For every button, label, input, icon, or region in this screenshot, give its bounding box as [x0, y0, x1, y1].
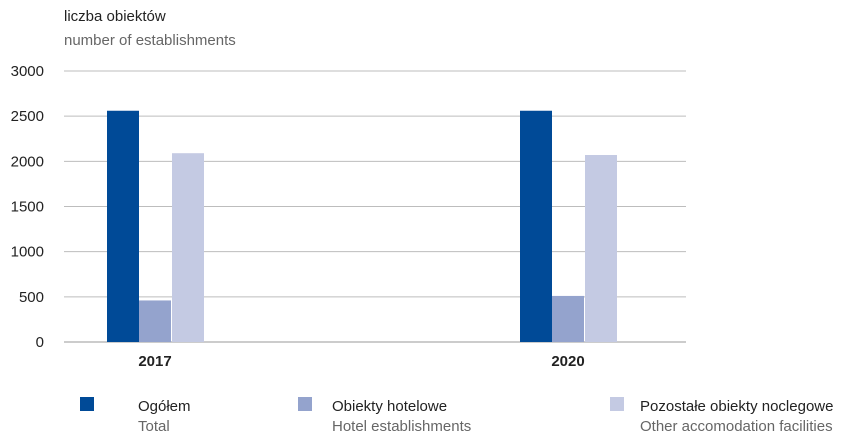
legend-swatch-other — [610, 397, 624, 411]
legend-label-total: Ogółem — [138, 398, 191, 415]
bar-2020-series-0 — [520, 110, 552, 342]
y-tick-label: 1000 — [11, 244, 44, 261]
legend-label-other: Pozostałe obiekty noclegowe — [640, 398, 834, 415]
x-tick-label-2017: 2017 — [138, 353, 171, 370]
bar-chart: 0 500 1000 1500 2000 2500 3000 2017 2020 — [11, 63, 686, 370]
y-tick-label: 2500 — [11, 108, 44, 125]
bar-2020-series-1 — [552, 295, 584, 342]
x-tick-label-2020: 2020 — [551, 353, 584, 370]
bar-2020-series-2 — [585, 155, 617, 342]
bar-2017-series-0 — [107, 110, 139, 342]
y-tick-label: 2000 — [11, 153, 44, 170]
y-tick-label: 1500 — [11, 199, 44, 216]
legend-label-other-english: Other accomodation facilities — [640, 418, 833, 435]
legend-label-hotel: Obiekty hotelowe — [332, 398, 448, 415]
y-axis-title-english: number of establishments — [64, 32, 236, 49]
bar-2017-series-2 — [172, 153, 204, 342]
y-tick-label: 3000 — [11, 63, 44, 80]
y-tick-label: 500 — [19, 289, 44, 306]
legend-label-total-english: Total — [138, 418, 170, 435]
x-axis-tick-labels: 2017 2020 — [138, 353, 584, 370]
bars — [107, 110, 617, 342]
y-axis-tick-labels: 0 500 1000 1500 2000 2500 3000 — [11, 63, 44, 351]
legend-swatch-total — [80, 397, 94, 411]
legend-swatch-hotel — [298, 397, 312, 411]
bar-2017-series-1 — [139, 300, 171, 342]
grid-lines — [64, 70, 686, 343]
y-tick-label: 0 — [36, 334, 44, 351]
legend-label-hotel-english: Hotel establishments — [332, 418, 472, 435]
y-axis-title: liczba obiektów — [64, 8, 166, 25]
